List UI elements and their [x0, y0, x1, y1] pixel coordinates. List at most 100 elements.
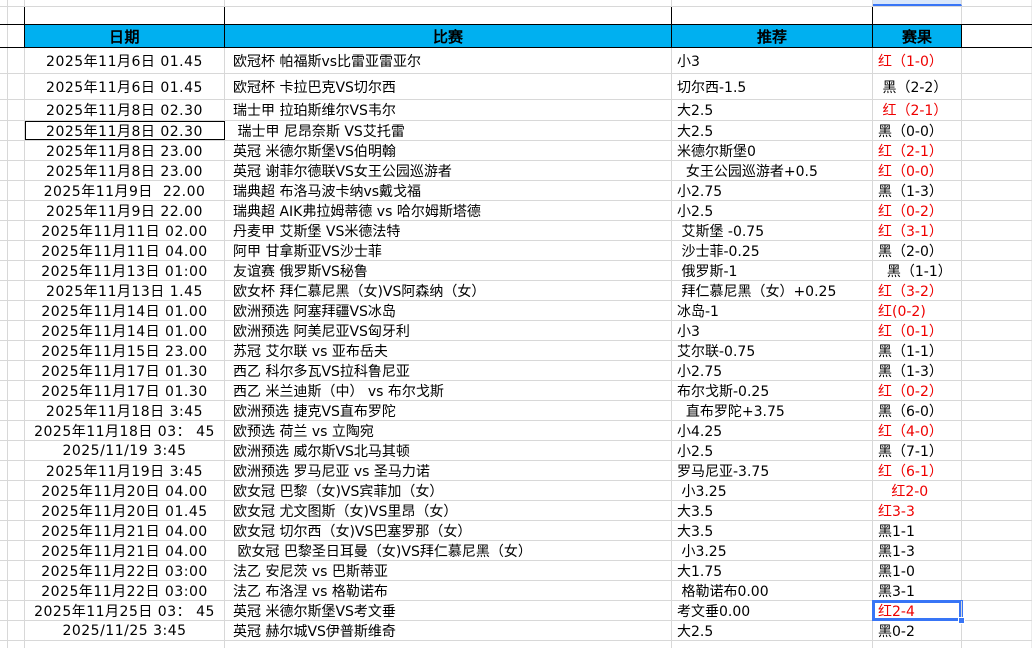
cell-tip[interactable]: 格勒诺布0.00: [672, 581, 873, 600]
header-tip[interactable]: 推荐: [672, 25, 873, 47]
cell-date[interactable]: 2025年11月8日 02.30: [25, 121, 225, 140]
cell-result[interactable]: 红（4-0）: [873, 421, 962, 440]
cell-extra[interactable]: [962, 161, 1032, 180]
cell-result[interactable]: 红2-4: [873, 601, 965, 624]
cell-result[interactable]: 黑（2-0）: [873, 241, 962, 260]
cell-extra[interactable]: [962, 421, 1032, 440]
cell-date[interactable]: 2025年11月9日 22.00: [25, 181, 225, 200]
cell-extra[interactable]: [962, 361, 1032, 380]
cell-match[interactable]: 法乙 安尼茨 vs 巴斯蒂亚: [225, 561, 672, 580]
cell-extra[interactable]: [962, 281, 1032, 300]
cell-tip[interactable]: 艾斯堡 -0.75: [672, 221, 873, 240]
cell-empty[interactable]: [962, 0, 1032, 6]
cell-match[interactable]: 欧洲预选 阿美尼亚VS匈牙利: [225, 321, 672, 340]
cell-empty[interactable]: [672, 0, 873, 6]
cell-date[interactable]: 2025年11月8日 02.30: [25, 100, 225, 120]
cell-tip[interactable]: 大2.5: [672, 100, 873, 120]
cell-extra[interactable]: [962, 100, 1032, 120]
cell-match[interactable]: 丹麦甲 艾斯堡 VS米德法特: [225, 221, 672, 240]
cell-result[interactable]: 黑1-0: [873, 561, 962, 580]
cell-match[interactable]: 英冠 米德尔斯堡VS考文垂: [225, 601, 672, 620]
cell-result[interactable]: 黑（1-1）: [873, 341, 962, 360]
cell-tip[interactable]: 拜仁慕尼黑（女）+0.25: [672, 281, 873, 300]
cell-match[interactable]: 瑞士甲 尼昂奈斯 VS艾托雷: [225, 121, 672, 140]
cell-tip[interactable]: 小2.75: [672, 181, 873, 200]
cell-match[interactable]: 欧洲预选 阿塞拜疆VS冰岛: [225, 301, 672, 320]
cell-match[interactable]: 欧洲预选 罗马尼亚 vs 圣马力诺: [225, 461, 672, 480]
cell-match[interactable]: 欧女杯 拜仁慕尼黑（女)VS阿森纳（女）: [225, 281, 672, 300]
cell-date[interactable]: 2025年11月18日 03： 45: [25, 421, 225, 440]
cell-result[interactable]: 黑（1-3）: [873, 361, 962, 380]
cell-date[interactable]: 2025年11月9日 22.00: [25, 201, 225, 220]
cell-tip[interactable]: 小2.5: [672, 201, 873, 220]
cell-result[interactable]: 红(0-2): [873, 301, 962, 320]
cell-extra[interactable]: [962, 48, 1032, 73]
cell-match[interactable]: 阿甲 甘拿斯亚VS沙士菲: [225, 241, 672, 260]
header-match[interactable]: 比赛: [225, 25, 672, 47]
cell-result[interactable]: 红（0-2）: [873, 201, 962, 220]
cell-match[interactable]: 欧预选 荷兰 vs 立陶宛: [225, 421, 672, 440]
cell-date[interactable]: 2025年11月8日 23.00: [25, 161, 225, 180]
cell-result[interactable]: 黑（1-1）: [873, 261, 962, 280]
cell-empty[interactable]: [672, 7, 873, 24]
cell-tip[interactable]: 冰岛-1: [672, 301, 873, 320]
cell-result[interactable]: 红（0-2）: [873, 381, 962, 400]
cell-empty[interactable]: [873, 7, 962, 24]
cell-date[interactable]: 2025年11月6日 01.45: [25, 74, 225, 99]
cell-date[interactable]: 2025年11月15日 23.00: [25, 341, 225, 360]
cell-tip[interactable]: 小3.25: [672, 481, 873, 500]
cell-date[interactable]: 2025年11月17日 01.30: [25, 381, 225, 400]
cell-extra[interactable]: [962, 141, 1032, 160]
cell-date[interactable]: 2025年11月22日 03:00: [25, 561, 225, 580]
cell-result[interactable]: 红2-0: [873, 481, 962, 500]
cell-extra[interactable]: [962, 121, 1032, 140]
cell-match[interactable]: 欧女冠 切尔西（女)VS巴塞罗那（女）: [225, 521, 672, 540]
cell-result[interactable]: 红（3-2）: [873, 281, 962, 300]
cell-extra[interactable]: [962, 401, 1032, 420]
cell-result[interactable]: 黑3-1: [873, 581, 962, 600]
cell-result[interactable]: 黑（1-3）: [873, 181, 962, 200]
cell-match[interactable]: 欧女冠 巴黎（女)VS宾菲加（女）: [225, 481, 672, 500]
cell-tip[interactable]: 布尔戈斯-0.25: [672, 381, 873, 400]
cell-tip[interactable]: 切尔西-1.5: [672, 74, 873, 99]
cell-result[interactable]: 黑（2-2）: [873, 74, 962, 99]
cell-extra[interactable]: [962, 521, 1032, 540]
cell-extra[interactable]: [962, 561, 1032, 580]
cell-result[interactable]: 红（3-1）: [873, 221, 962, 240]
cell-date[interactable]: 2025年11月6日 01.45: [25, 48, 225, 73]
cell-empty[interactable]: [25, 641, 225, 648]
cell-extra[interactable]: [962, 201, 1032, 220]
cell-empty[interactable]: [962, 25, 1032, 47]
fill-handle[interactable]: [958, 617, 965, 624]
cell-extra[interactable]: [962, 301, 1032, 320]
cell-tip[interactable]: 直布罗陀+3.75: [672, 401, 873, 420]
cell-tip[interactable]: 大2.5: [672, 621, 873, 640]
cell-match[interactable]: 欧冠杯 帕福斯vs比雷亚雷亚尔: [225, 48, 672, 73]
cell-extra[interactable]: [962, 341, 1032, 360]
cell-extra[interactable]: [962, 261, 1032, 280]
cell-tip[interactable]: 艾尔联-0.75: [672, 341, 873, 360]
cell-match[interactable]: 苏冠 艾尔联 vs 亚布岳夫: [225, 341, 672, 360]
header-result[interactable]: 赛果: [873, 25, 962, 47]
cell-extra[interactable]: [962, 181, 1032, 200]
cell-date[interactable]: 2025年11月14日 01.00: [25, 321, 225, 340]
cell-match[interactable]: 英冠 谢菲尔德联VS女王公园巡游者: [225, 161, 672, 180]
cell-result[interactable]: 黑0-2: [873, 621, 962, 640]
cell-empty[interactable]: [962, 7, 1032, 24]
cell-empty[interactable]: [672, 641, 873, 648]
cell-date[interactable]: 2025年11月14日 01.00: [25, 301, 225, 320]
cell-match[interactable]: 欧洲预选 捷克VS直布罗陀: [225, 401, 672, 420]
cell-empty[interactable]: [225, 7, 672, 24]
cell-tip[interactable]: 沙士菲-0.25: [672, 241, 873, 260]
cell-extra[interactable]: [962, 501, 1032, 520]
cell-extra[interactable]: [962, 601, 1032, 620]
cell-result[interactable]: 黑1-3: [873, 541, 962, 560]
cell-match[interactable]: 西乙 米兰迪斯（中） vs 布尔戈斯: [225, 381, 672, 400]
cell-date[interactable]: 2025年11月20日 04.00: [25, 481, 225, 500]
cell-match[interactable]: 欧女冠 尤文图斯（女)VS里昂（女）: [225, 501, 672, 520]
cell-result[interactable]: 黑（0-0）: [873, 121, 962, 140]
cell-empty[interactable]: [225, 0, 672, 6]
cell-result[interactable]: 红（0-0）: [873, 161, 962, 180]
cell-tip[interactable]: 大2.5: [672, 121, 873, 140]
cell-extra[interactable]: [962, 321, 1032, 340]
